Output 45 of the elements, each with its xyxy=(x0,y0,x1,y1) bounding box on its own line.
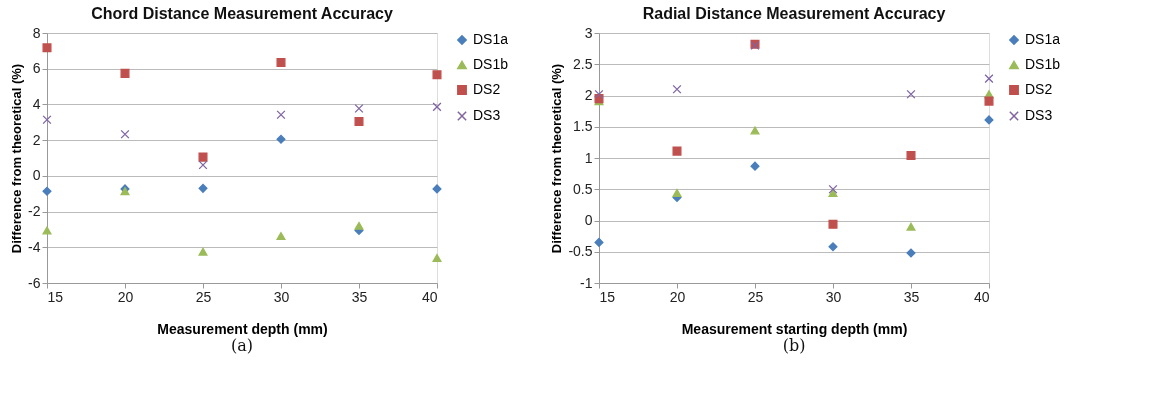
y-tick-label: 4 xyxy=(32,95,41,112)
x-tick-label: 40 xyxy=(973,288,990,305)
x-tick-label: 40 xyxy=(421,288,438,305)
y-tick-label: 0 xyxy=(32,167,41,184)
y-tick-label: -6 xyxy=(28,274,41,291)
y-tick-label: 1.5 xyxy=(573,118,593,135)
y-tick-label: -4 xyxy=(28,238,41,255)
x-tick-label: 15 xyxy=(47,288,64,305)
y-tick-label: -1 xyxy=(580,274,593,291)
y-tick-label: 0.5 xyxy=(573,180,593,197)
legend-label: DS3 xyxy=(473,107,501,123)
y-tick-label: 0 xyxy=(584,212,593,228)
x-tick-label: 25 xyxy=(747,288,764,305)
x-tick-label: 15 xyxy=(599,288,616,305)
y-tick-label: 1 xyxy=(584,149,593,166)
legend-label: DS2 xyxy=(1025,81,1053,97)
y-tick-label: 3 xyxy=(584,24,593,41)
y-axis-title: Difference from theoretical (%) xyxy=(9,63,25,254)
x-tick-label: 30 xyxy=(825,288,842,305)
y-tick-label: 2.5 xyxy=(573,55,593,72)
text: (b) xyxy=(782,336,806,355)
legend-label: DS1b xyxy=(1025,56,1061,72)
y-tick-label: -0.5 xyxy=(568,243,593,260)
legend-label: DS1a xyxy=(473,31,509,47)
x-axis-title: Measurement starting depth (mm) xyxy=(681,320,908,337)
y-tick-label: 8 xyxy=(32,24,41,41)
y-tick-label: -2 xyxy=(28,203,41,220)
x-tick-label: 35 xyxy=(903,288,920,305)
y-tick-label: 6 xyxy=(32,60,41,77)
x-tick-label: 20 xyxy=(669,288,686,305)
legend-label: DS2 xyxy=(473,81,501,97)
text: (a) xyxy=(230,336,254,355)
chart-title: Radial Distance Measurement Accuracy xyxy=(642,5,946,22)
y-tick-label: 2 xyxy=(584,87,593,103)
x-tick-label: 35 xyxy=(351,288,368,305)
x-tick-label: 30 xyxy=(273,288,290,305)
y-tick-label: 2 xyxy=(32,131,41,148)
x-tick-label: 20 xyxy=(117,288,134,305)
x-tick-label: 25 xyxy=(195,288,212,305)
legend-label: DS3 xyxy=(1025,107,1053,123)
legend-label: DS1a xyxy=(1025,31,1061,47)
y-axis-title: Difference from theoretical (%) xyxy=(549,63,565,254)
chart-title: Chord Distance Measurement Accuracy xyxy=(91,5,393,22)
x-axis-title: Measurement depth (mm) xyxy=(157,320,328,337)
legend-label: DS1b xyxy=(473,56,509,72)
